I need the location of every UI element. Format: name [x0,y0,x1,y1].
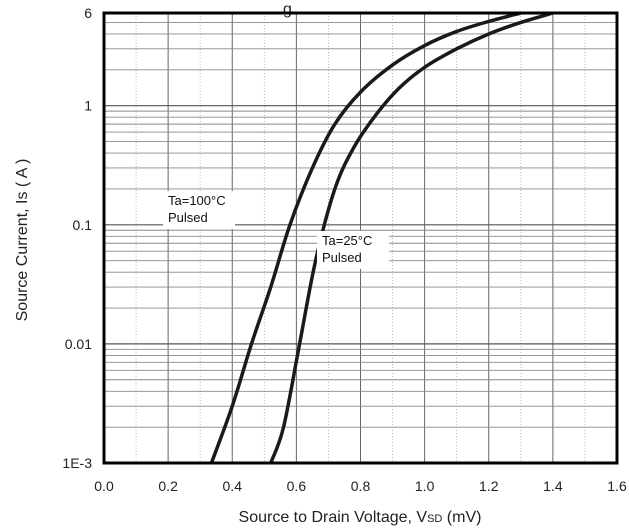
x-tick-label: 1.0 [415,478,435,494]
series-annotation-2: Pulsed [322,250,362,265]
annotation-background [317,231,389,269]
x-tick-label: 1.6 [607,478,627,494]
x-tick-label: 1.4 [543,478,563,494]
x-tick-label: 0.2 [158,478,178,494]
series-annotation-1: Ta=100°C [168,193,226,208]
tick-labels: 0.0 0.2 0.4 0.6 0.8 1.0 1.2 1.4 1.6 1E-3 0.01 0.1 1 6 [62,5,627,494]
grid [104,12,617,464]
plot-frame [102,11,619,465]
series-annotation-1: Pulsed [168,210,208,225]
annotation-background [163,191,235,229]
y-axis-label: Source Current, Is ( A ) [14,159,31,322]
x-tick-label: 1.2 [479,478,499,494]
y-tick-label: 6 [84,5,92,21]
y-tick-label: 0.1 [73,217,93,233]
y-tick-label: 1E-3 [62,455,92,471]
series-line-1 [209,11,522,464]
y-tick-label: 1 [84,98,92,114]
x-tick-label: 0.8 [351,478,371,494]
series-group [209,11,554,464]
series-annotation-2: Ta=25°C [322,233,372,248]
x-axis-label-main: Source to Drain Voltage, V [239,509,428,526]
x-tick-label: 0.4 [223,478,243,494]
annotations: Ta=100°C Pulsed Ta=25°C Pulsed [163,191,389,269]
x-axis-label: Source to Drain Voltage, VSD (mV) [239,509,482,526]
x-axis-label-sub: SD [427,513,442,525]
series-line-2 [269,11,554,464]
x-tick-label: 0.0 [94,478,114,494]
y-tick-label: 0.01 [65,336,92,352]
x-axis-label-unit: (mV) [442,509,481,526]
title-fragment: g [283,1,292,18]
x-tick-label: 0.6 [287,478,307,494]
